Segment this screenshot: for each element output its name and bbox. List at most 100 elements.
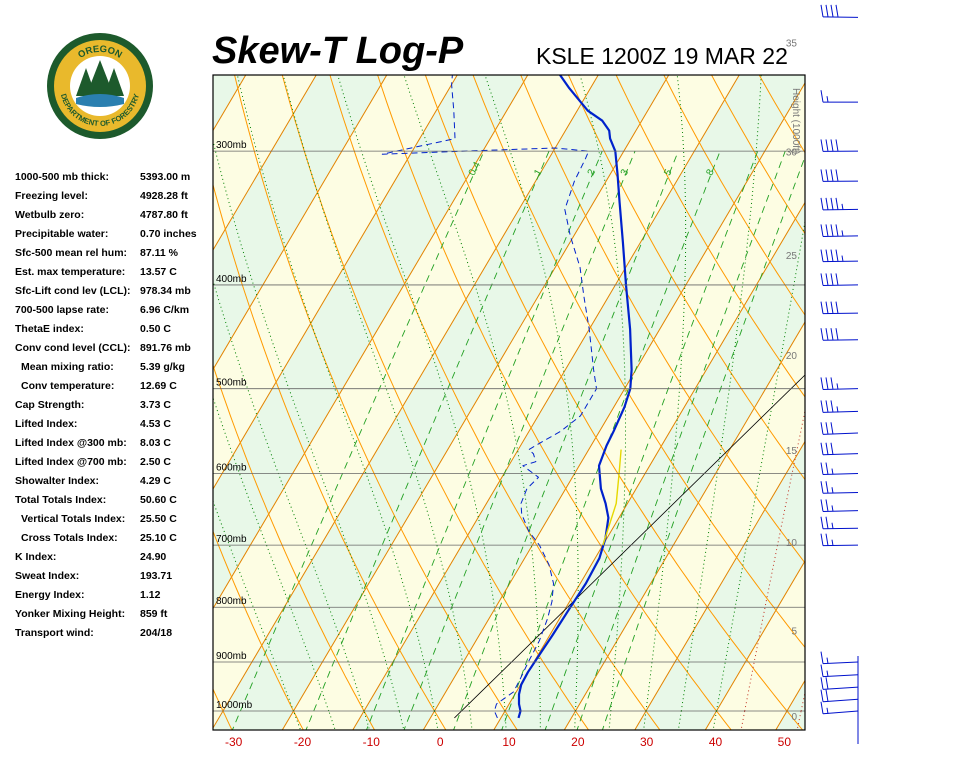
wind-barb — [820, 442, 859, 456]
mixing-ratio-label: 1 — [532, 167, 545, 177]
dry-adiabat — [213, 530, 304, 730]
moist-adiabat-warm — [848, 0, 960, 755]
index-value: 24.90 — [140, 551, 167, 563]
wind-barb — [820, 273, 859, 286]
height-tick-label: 15 — [786, 446, 798, 457]
index-row: Cap Strength: 3.73 C — [15, 396, 215, 415]
index-label: K Index: — [15, 551, 57, 563]
index-label: 700-500 lapse rate: — [15, 304, 109, 316]
height-tick-label: 0 — [791, 712, 797, 723]
dry-adiabat — [710, 75, 805, 235]
index-value: 1.12 — [140, 589, 161, 601]
wind-barb — [820, 701, 859, 715]
wind-barb — [820, 462, 859, 476]
index-row: K Index: 24.90 — [15, 548, 215, 567]
wind-barb — [820, 651, 859, 665]
dry-adiabat — [424, 75, 804, 730]
x-tick-label: 30 — [640, 735, 654, 749]
index-value: 8.03 C — [140, 437, 171, 449]
isotherm-line — [0, 55, 117, 750]
stability-indices-panel: 1000-500 mb thick: 5393.00 m Freezing leve… — [15, 168, 215, 643]
moist-adiabat-warm — [740, 408, 805, 730]
wind-barb — [820, 677, 859, 690]
dry-adiabat — [891, 0, 960, 755]
index-row: Freezing level: 4928.28 ft — [15, 187, 215, 206]
mixing-ratio-line — [501, 151, 721, 730]
index-label: Cross Totals Index: — [21, 532, 118, 544]
chart-title: Skew-T Log-P — [212, 30, 464, 72]
index-row: Showalter Index: 4.29 C — [15, 472, 215, 491]
dry-adiabat — [234, 75, 518, 730]
index-value: 891.76 mb — [140, 342, 191, 354]
isotherm-line — [352, 75, 740, 730]
pressure-label: 500mb — [216, 378, 247, 389]
temperature-band — [213, 75, 246, 131]
x-tick-label: -30 — [225, 735, 243, 749]
isotherm-line — [634, 440, 805, 730]
isotherm-line — [493, 201, 805, 730]
moist-adiabat — [236, 75, 439, 730]
index-value: 2.50 C — [140, 456, 171, 468]
mixing-ratio-line — [366, 151, 603, 730]
index-label: Wetbulb zero: — [15, 209, 85, 221]
index-row: Sfc-Lift cond lev (LCL): 978.34 mb — [15, 282, 215, 301]
index-row: Cross Totals Index: 25.10 C — [15, 529, 215, 548]
index-label: Cap Strength: — [15, 399, 85, 411]
index-label: Showalter Index: — [15, 475, 100, 487]
x-tick-label: 50 — [778, 735, 792, 749]
temperature-line — [517, 75, 633, 719]
isotherm-line — [213, 75, 458, 490]
index-row: Lifted Index @300 mb: 8.03 C — [15, 434, 215, 453]
index-value: 3.73 C — [140, 399, 171, 411]
height-tick-label: 25 — [786, 251, 798, 262]
dry-adiabat — [472, 75, 805, 649]
wind-barb — [820, 4, 859, 18]
index-row: Est. max temperature: 13.57 C — [15, 263, 215, 282]
dry-adiabat — [813, 0, 960, 755]
mixing-ratio-label: 2 — [586, 167, 599, 177]
height-tick-label: 20 — [786, 351, 798, 362]
moist-adiabat-warm — [796, 690, 805, 730]
logo-text-top: OREGON — [76, 44, 124, 61]
wind-barb — [820, 689, 859, 703]
wind-barb — [820, 481, 859, 494]
mixing-ratio-label: 3 — [619, 167, 632, 177]
index-label: Sweat Index: — [15, 570, 80, 582]
pressure-label: 600mb — [216, 462, 247, 473]
isotherm-line — [0, 55, 187, 750]
index-label: Freezing level: — [15, 190, 88, 202]
index-value: 50.60 C — [140, 494, 177, 506]
dry-adiabat — [213, 687, 233, 730]
moist-adiabat — [484, 75, 579, 730]
x-tick-label: -10 — [363, 735, 381, 749]
reference-diagonal — [454, 374, 805, 719]
pressure-label: 700mb — [216, 534, 247, 545]
dry-adiabat — [281, 75, 590, 730]
wind-barb — [820, 664, 859, 678]
index-value: 4.53 C — [140, 418, 171, 430]
x-tick-label: 40 — [709, 735, 723, 749]
x-tick-label: -20 — [294, 735, 312, 749]
pressure-label: 900mb — [216, 651, 247, 662]
wind-barb — [820, 533, 859, 547]
moist-adiabat — [337, 75, 507, 730]
index-label: ThetaE index: — [15, 323, 84, 335]
mixing-ratio-line — [453, 151, 679, 730]
wind-barb — [820, 422, 859, 435]
dewpoint-line — [381, 75, 597, 719]
wind-barb — [820, 328, 859, 341]
index-value: 204/18 — [140, 627, 173, 639]
height-tick-label: 35 — [786, 38, 798, 49]
dry-adiabat — [567, 75, 805, 481]
index-row: Energy Index: 1.12 — [15, 586, 215, 605]
isotherm-line — [213, 75, 388, 371]
index-value: 12.69 C — [140, 380, 177, 392]
index-value: 87.11 % — [140, 247, 178, 259]
isotherm-line — [0, 55, 46, 750]
plot-frame — [212, 74, 806, 731]
dry-adiabat — [663, 75, 805, 316]
index-row: ThetaE index: 0.50 C — [15, 320, 215, 339]
seal-icon: OREGON DEPARTMENT OF FORESTRY — [47, 33, 153, 139]
temperature-band — [0, 75, 105, 730]
